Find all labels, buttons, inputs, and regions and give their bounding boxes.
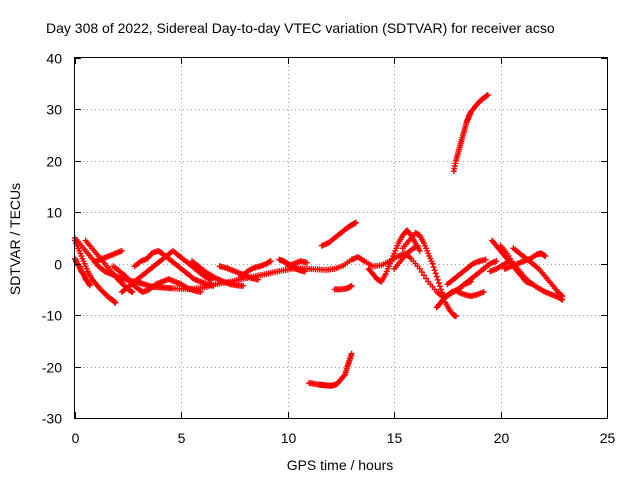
series-arc-9 bbox=[189, 258, 247, 289]
series-arc-8 bbox=[118, 247, 215, 295]
data-point bbox=[439, 289, 446, 296]
data-point bbox=[129, 289, 136, 295]
series-arc-28 bbox=[486, 258, 513, 275]
data-point bbox=[341, 372, 348, 379]
y-axis-label: SDTVAR / TECUs bbox=[7, 183, 23, 295]
data-point bbox=[86, 282, 93, 289]
data-point bbox=[559, 293, 566, 300]
data-point bbox=[210, 282, 217, 289]
data-point bbox=[482, 256, 489, 263]
y-tick-label: 40 bbox=[46, 51, 62, 67]
grid-lines bbox=[75, 58, 607, 418]
data-point bbox=[436, 283, 443, 290]
series-arc-19 bbox=[391, 242, 421, 272]
x-tick-label: 5 bbox=[178, 430, 186, 446]
data-point bbox=[429, 260, 436, 267]
y-tick-label: 30 bbox=[46, 102, 62, 118]
x-axis-label: GPS time / hours bbox=[287, 457, 394, 473]
series-arc-23 bbox=[455, 289, 487, 300]
data-point bbox=[432, 270, 439, 277]
x-tick-label: 20 bbox=[494, 430, 510, 446]
data-point bbox=[303, 259, 310, 266]
series-arc-21 bbox=[433, 258, 500, 311]
data-point bbox=[348, 282, 355, 289]
series-arc-6 bbox=[110, 263, 204, 295]
data-points bbox=[72, 92, 566, 389]
data-point bbox=[197, 289, 204, 295]
data-point bbox=[255, 276, 262, 283]
data-point bbox=[435, 280, 442, 286]
data-point bbox=[420, 272, 427, 279]
data-point bbox=[301, 268, 308, 275]
series-arc-16 bbox=[318, 219, 359, 249]
series-arc-13 bbox=[284, 258, 310, 270]
data-point bbox=[416, 247, 423, 254]
data-point bbox=[452, 313, 459, 320]
data-point bbox=[493, 258, 500, 265]
data-point bbox=[431, 267, 438, 274]
data-point bbox=[433, 273, 440, 280]
data-point bbox=[483, 92, 490, 99]
series-arc-20 bbox=[399, 229, 459, 320]
data-point bbox=[430, 263, 437, 270]
data-point bbox=[484, 92, 491, 99]
x-tick-label: 10 bbox=[281, 430, 297, 446]
series-arc-7 bbox=[131, 247, 217, 289]
series-arc-2 bbox=[72, 237, 119, 306]
series-arc-5 bbox=[93, 247, 125, 265]
data-point bbox=[267, 258, 274, 265]
data-point bbox=[348, 350, 355, 357]
plot-frame bbox=[74, 57, 608, 419]
data-point bbox=[416, 265, 423, 272]
y-tick-label: 10 bbox=[46, 205, 62, 221]
data-point bbox=[318, 382, 325, 389]
data-point bbox=[118, 247, 125, 254]
y-tick-labels: -30 -20 -10 0 10 20 30 40 bbox=[42, 51, 62, 427]
y-tick-label: -30 bbox=[42, 411, 62, 427]
data-point bbox=[480, 289, 487, 295]
series-arc-27 bbox=[501, 250, 549, 272]
y-tick-label: -10 bbox=[42, 308, 62, 324]
series-arc-11 bbox=[237, 258, 274, 280]
y-tick-label: 0 bbox=[54, 257, 62, 273]
series-arc-22 bbox=[444, 256, 489, 288]
data-point bbox=[542, 253, 549, 259]
data-point bbox=[112, 299, 119, 306]
data-point bbox=[423, 275, 430, 282]
x-tick-label: 25 bbox=[600, 430, 616, 446]
data-point bbox=[438, 286, 445, 293]
series-arc-17 bbox=[331, 282, 355, 293]
y-tick-label: 20 bbox=[46, 154, 62, 170]
series-arc-15 bbox=[306, 380, 325, 389]
data-point bbox=[240, 282, 247, 289]
axis-ticks bbox=[75, 58, 608, 419]
data-point bbox=[558, 292, 565, 299]
x-tick-labels: 0 5 10 15 20 25 bbox=[72, 430, 616, 446]
data-point bbox=[418, 269, 425, 276]
data-point bbox=[352, 219, 359, 226]
data-point bbox=[414, 242, 421, 249]
series-arc-24 bbox=[450, 92, 491, 175]
chart-title: Day 308 of 2022, Sidereal Day-to-day VTE… bbox=[46, 20, 555, 36]
y-tick-label: -20 bbox=[42, 360, 62, 376]
series-arc-29 bbox=[510, 245, 566, 300]
data-point bbox=[506, 258, 513, 265]
data-point bbox=[434, 276, 441, 283]
series-arc-26 bbox=[497, 242, 566, 303]
x-tick-label: 15 bbox=[387, 430, 403, 446]
x-tick-label: 0 bbox=[72, 430, 80, 446]
series-arc-4 bbox=[82, 237, 136, 295]
